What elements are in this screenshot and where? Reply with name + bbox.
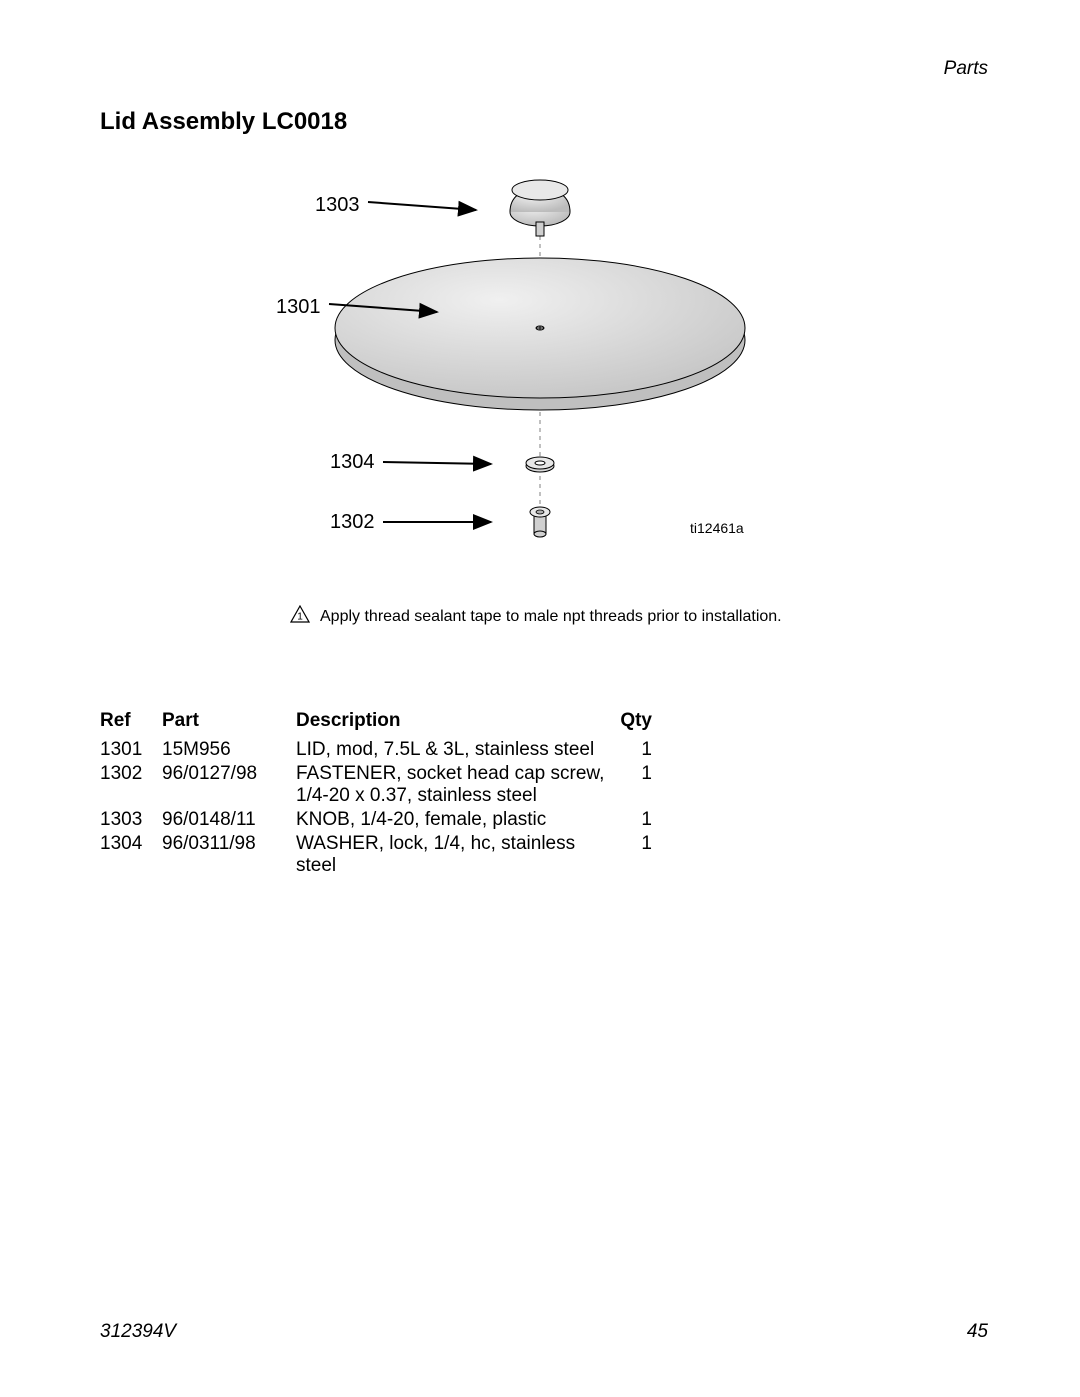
callout-1303: 1303 bbox=[315, 190, 488, 220]
page-title: Lid Assembly LC0018 bbox=[100, 108, 347, 136]
footer-doc: 312394V bbox=[100, 1321, 176, 1343]
callout-label: 1302 bbox=[330, 511, 375, 534]
exploded-diagram: 1303 1301 1304 1302 ti12461a bbox=[260, 160, 820, 580]
callout-1301: 1301 bbox=[276, 292, 449, 322]
col-qty: Qty bbox=[612, 708, 658, 738]
install-note: 1 Apply thread sealant tape to male npt … bbox=[290, 605, 782, 628]
parts-table: Ref Part Description Qty 1301 15M956 LID… bbox=[100, 708, 658, 878]
note-text: Apply thread sealant tape to male npt th… bbox=[320, 608, 782, 626]
part-knob bbox=[510, 180, 570, 236]
table-row: 1303 96/0148/11 KNOB, 1/4-20, female, pl… bbox=[100, 808, 658, 832]
table-row: 1301 15M956 LID, mod, 7.5L & 3L, stainle… bbox=[100, 738, 658, 762]
col-part: Part bbox=[162, 708, 296, 738]
callout-label: 1304 bbox=[330, 451, 375, 474]
footer-page: 45 bbox=[967, 1321, 988, 1343]
part-fastener bbox=[530, 507, 550, 537]
callout-label: 1303 bbox=[315, 194, 360, 217]
header-section: Parts bbox=[944, 58, 988, 80]
callout-1302: 1302 bbox=[330, 510, 503, 534]
col-ref: Ref bbox=[100, 708, 162, 738]
svg-text:1: 1 bbox=[297, 612, 303, 623]
table-row: 1302 96/0127/98 FASTENER, socket head ca… bbox=[100, 762, 658, 808]
part-lid bbox=[335, 258, 745, 410]
warning-triangle-icon: 1 bbox=[290, 605, 310, 628]
figure-ref: ti12461a bbox=[690, 520, 744, 536]
col-desc: Description bbox=[296, 708, 612, 738]
callout-label: 1301 bbox=[276, 296, 321, 319]
table-header-row: Ref Part Description Qty bbox=[100, 708, 658, 738]
table-row: 1304 96/0311/98 WASHER, lock, 1/4, hc, s… bbox=[100, 832, 658, 878]
callout-1304: 1304 bbox=[330, 450, 503, 474]
part-washer bbox=[526, 457, 554, 472]
